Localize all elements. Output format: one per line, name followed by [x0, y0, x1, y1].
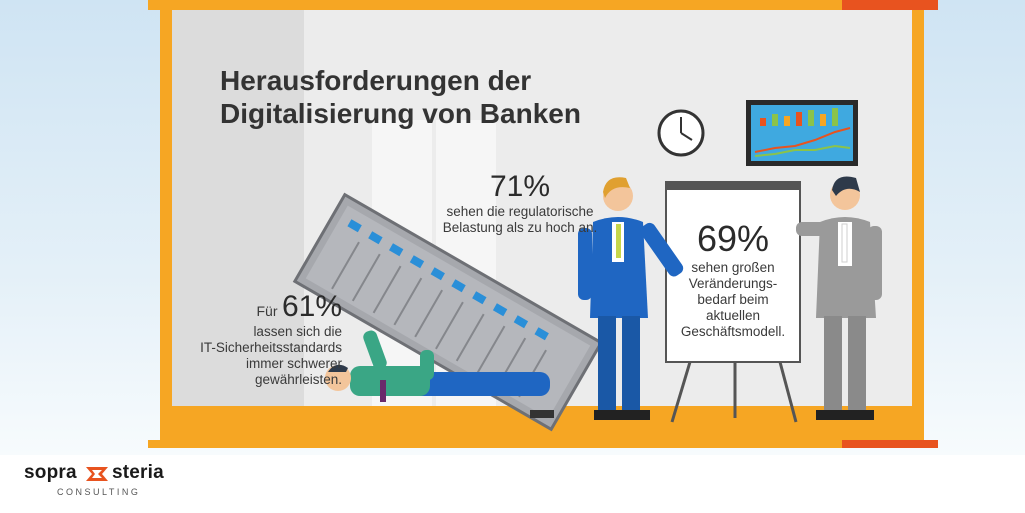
- wall-clock-icon: [657, 109, 705, 157]
- title-line-1: Herausforderungen der: [220, 65, 532, 96]
- title-line-2: Digitalisierung von Banken: [220, 98, 581, 129]
- logo-subtitle: CONSULTING: [57, 487, 141, 497]
- stat-text-line: aktuellen: [705, 308, 761, 323]
- stat-value: 61%: [281, 290, 342, 323]
- logo-word-left: sopra: [24, 462, 77, 483]
- stat-text-line: Veränderungs-: [688, 276, 778, 291]
- stat-value: 69%: [696, 218, 770, 259]
- stat-text-line: Belastung als zu hoch an.: [442, 220, 598, 235]
- logo-word-right: steria: [112, 462, 164, 483]
- stat-value: 71%: [489, 170, 551, 203]
- sopra-steria-logo: sopra steria CONSULTING: [24, 462, 174, 502]
- stat-it-security: Für 61% lassen sich die IT-Sicherheitsst…: [172, 290, 342, 388]
- stat-prefix: Für: [256, 303, 278, 319]
- stat-text-line: bedarf beim: [697, 292, 769, 307]
- flipchart-icon: [665, 181, 801, 423]
- person-blue-suit: [578, 177, 684, 420]
- stat-text-line: IT-Sicherheitsstandards: [200, 340, 342, 355]
- person-lying: [325, 330, 554, 418]
- room-roof-accent: [842, 0, 938, 10]
- stat-text-line: gewährleisten.: [254, 372, 342, 387]
- room-floor-accent: [842, 440, 938, 448]
- stat-text-line: Geschäftsmodell.: [680, 324, 786, 339]
- monitor-chart-icon: [746, 100, 858, 166]
- room-shadow: [172, 10, 304, 406]
- stat-regulatory: 71% sehen die regulatorische Belastung a…: [405, 170, 635, 236]
- room-floor-base: [148, 440, 938, 448]
- logo-mark-icon: [86, 467, 108, 481]
- stat-text-line: sehen großen: [691, 260, 775, 275]
- room-wall-left: [160, 10, 172, 440]
- room-roof: [148, 0, 938, 10]
- page-title: Herausforderungen der Digitalisierung vo…: [220, 64, 581, 130]
- stat-text-line: lassen sich die: [253, 324, 342, 339]
- person-grey-suit: [796, 176, 882, 420]
- stat-text-line: immer schwerer: [245, 356, 342, 371]
- room-wall-right: [912, 10, 924, 440]
- stat-business-model: 69% sehen großen Veränderungs- bedarf be…: [678, 218, 788, 340]
- stat-text-line: sehen die regulatorische: [446, 204, 594, 219]
